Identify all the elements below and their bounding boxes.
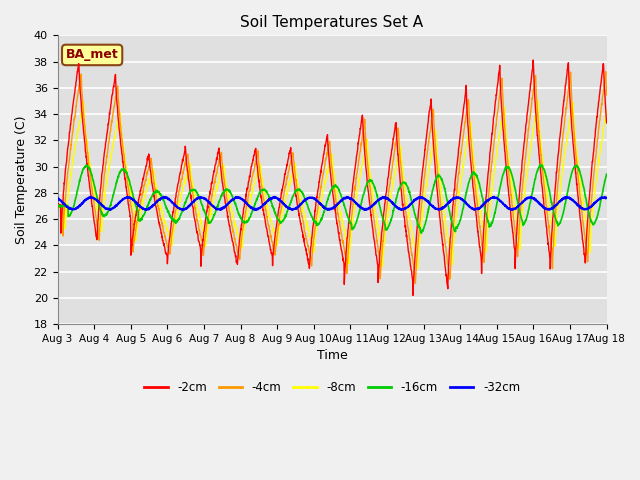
Legend: -2cm, -4cm, -8cm, -16cm, -32cm: -2cm, -4cm, -8cm, -16cm, -32cm: [140, 377, 525, 399]
Text: BA_met: BA_met: [66, 48, 118, 61]
Title: Soil Temperatures Set A: Soil Temperatures Set A: [241, 15, 424, 30]
X-axis label: Time: Time: [317, 349, 348, 362]
Y-axis label: Soil Temperature (C): Soil Temperature (C): [15, 116, 28, 244]
